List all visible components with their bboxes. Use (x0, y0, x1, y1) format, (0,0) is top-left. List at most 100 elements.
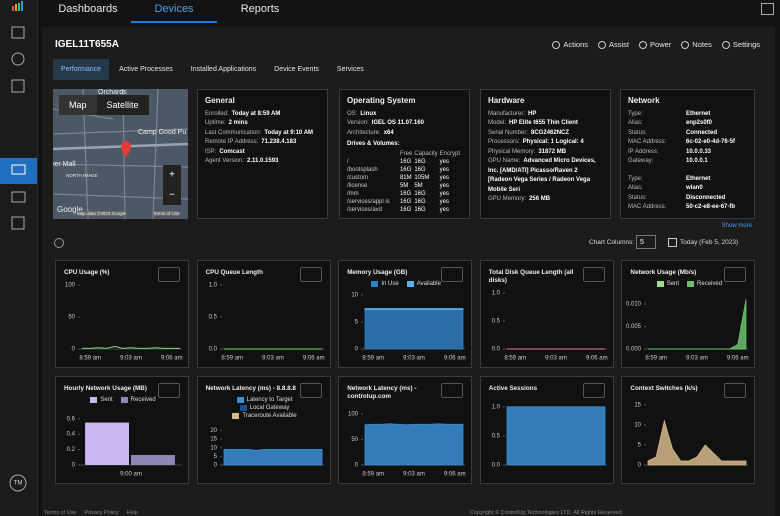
x-tick-label: 8:59 am (646, 356, 668, 362)
legend-item[interactable]: Local Gateway (239, 405, 289, 411)
field-value: 2 mins (228, 120, 248, 126)
legend-item[interactable]: Sent (656, 281, 679, 287)
drive-cell: 16G (399, 198, 412, 205)
card-row: Physical Memory: 31872 MB (488, 148, 603, 158)
y-tick-label: 0 (355, 347, 359, 353)
alert-button[interactable] (582, 383, 605, 398)
field-value: Physical: 1 Logical: 4 (522, 139, 584, 145)
y-tick-label: 0 (355, 463, 359, 469)
drive-cell: yes (439, 182, 449, 189)
chart-title: Network Usage (Mb/s) (630, 269, 697, 276)
drive-cell: 16G (399, 166, 412, 173)
legend-item[interactable]: Received (120, 397, 156, 403)
map-type: Map Satellite (59, 95, 149, 115)
field-label: Agent Version: (205, 158, 245, 164)
chart-card: 10 5 0 8:59 am 9:03 am 9:06 am Memory Usage (G… (338, 260, 473, 368)
x-tick-label: 9:03 am (120, 356, 142, 362)
x-tick-label: 9:06 am (586, 356, 608, 362)
chart-legend: Latency to Target Local Gateway Traceroute… (212, 397, 318, 419)
alert-button[interactable] (724, 383, 747, 398)
card-group: Manufacturer: HP Model: HP Elite t655 Thin … (488, 110, 603, 205)
tab[interactable]: Services (336, 66, 364, 73)
drive-cell: 81M (399, 174, 412, 181)
settings-gear[interactable] (54, 238, 64, 248)
field-label: Gateway: (628, 158, 654, 164)
action-button[interactable]: Actions (552, 40, 588, 49)
device-name: IGEL11T655A (55, 39, 119, 50)
alert-button[interactable] (299, 383, 322, 398)
tab[interactable]: Performance (53, 59, 110, 80)
map-attribution[interactable]: Terms of Use (153, 210, 180, 216)
drive-cell: yes (439, 206, 449, 213)
alert-button[interactable] (158, 383, 180, 398)
footer-link[interactable]: Privacy Policy (84, 510, 119, 516)
map-button[interactable]: Satellite (106, 100, 139, 110)
header-cell: Capacity (414, 150, 438, 157)
x-tick-label: 9:06 am (161, 356, 183, 362)
field-label: OS: (347, 110, 358, 117)
field-value: 256 MB (529, 196, 551, 202)
action-button[interactable]: Assist (598, 40, 629, 49)
legend-swatch (406, 281, 414, 287)
date-label[interactable]: Today (Feb 5, 2023) (680, 239, 739, 246)
legend-swatch (232, 413, 240, 419)
alert-button[interactable] (582, 267, 605, 282)
alert-button[interactable] (441, 383, 464, 398)
legend-item[interactable]: Latency to Target (236, 397, 293, 403)
map-button[interactable]: Map (59, 95, 97, 115)
alert-button[interactable] (158, 267, 180, 282)
info-card: Operating System OS: Linux Version: IGEL OS … (339, 89, 470, 219)
action-button[interactable]: Notes (681, 40, 712, 49)
field-value: Today at 8:59 AM (231, 110, 281, 117)
field-value: Comcast (219, 148, 245, 155)
columns-select[interactable]: 5 (636, 235, 656, 249)
footer-link[interactable]: Help (126, 510, 138, 516)
drive-row: /custom 81M 105M yes (347, 174, 462, 182)
show-more[interactable]: Show more (721, 223, 752, 229)
legend-item[interactable]: Traceroute Available (232, 413, 297, 419)
perf-tabs: Performance Active Processes Installed App… (53, 59, 372, 80)
field-label: GPU Memory: (488, 196, 527, 202)
drive-cell: 16G (414, 190, 426, 197)
window-icon[interactable] (761, 3, 774, 15)
top-nav: Dashboards Devices Reports (45, 0, 303, 23)
map[interactable]: + − Map Satellite Orchards Camp Good Pu ver M… (53, 89, 188, 219)
chart-card: 15 10 5 0 Context Switches (k/s) (621, 376, 756, 484)
alert-button[interactable] (299, 267, 322, 282)
y-tick-label: 15 (635, 403, 642, 409)
y-tick-label: 5 (638, 443, 642, 449)
cell (347, 150, 400, 158)
field-value: wlan0 (686, 185, 703, 191)
alert-button[interactable] (724, 267, 747, 282)
footer-link[interactable]: Terms of Use (44, 510, 77, 516)
alert-button[interactable] (441, 267, 464, 282)
nav-tab[interactable]: Dashboards (58, 3, 118, 15)
field-label: Physical Memory: (488, 148, 536, 155)
field-value: enp2s0f0 (686, 120, 713, 126)
tab[interactable]: Active Processes (119, 66, 173, 73)
chart-card: 20 15 10 5 0 Network Latency (ms) - 8.8.8.8 La… (196, 376, 331, 484)
field-value: IGEL OS 11.07.160 (371, 120, 424, 126)
action-button[interactable]: Power (639, 40, 671, 49)
x-tick-label: 8:59 am (363, 472, 385, 478)
legend-item[interactable]: Received (687, 281, 722, 287)
tab[interactable]: Installed Applications (190, 66, 257, 73)
legend-item[interactable]: Available (406, 281, 441, 287)
y-tick-label: 1.0 (491, 404, 500, 410)
card-group: Enrolled: Today at 8:59 AM Uptime: 2 mins La… (205, 110, 320, 167)
nav-tab[interactable]: Devices (131, 0, 217, 23)
area (223, 449, 322, 466)
nav-tab[interactable]: Reports (240, 3, 280, 15)
tab[interactable]: Device Events (274, 66, 319, 73)
field-label: Status: (628, 129, 647, 136)
x-tick-label: 9:03 am (403, 356, 425, 362)
y-tick-label: 1.0 (208, 283, 217, 289)
field-label: Architecture: (347, 129, 381, 136)
field-label: Remote IP Address: (205, 139, 259, 145)
legend-item[interactable]: Sent (90, 397, 113, 403)
legend-label: Sent (100, 397, 113, 403)
action-button[interactable]: Settings (722, 40, 760, 49)
calendar-icon[interactable] (668, 238, 677, 247)
field-value: 31872 MB (538, 148, 567, 155)
legend-item[interactable]: In Use (371, 281, 399, 287)
